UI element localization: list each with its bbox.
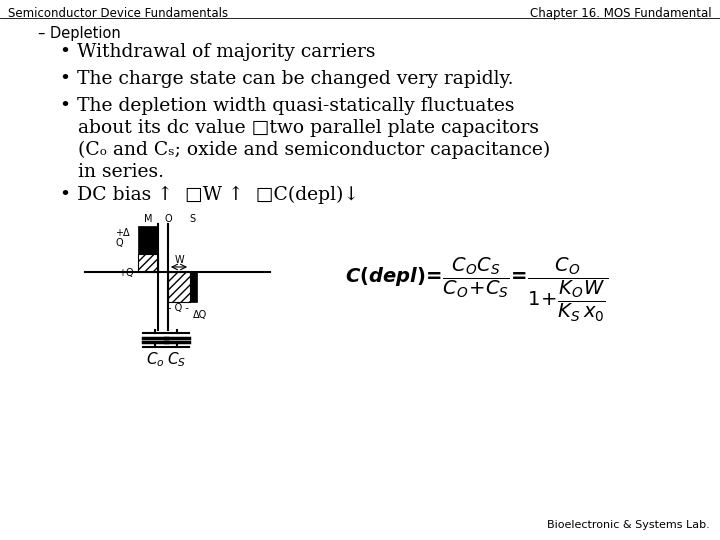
Text: ΔQ: ΔQ [193,310,207,320]
Text: $C_o$: $C_o$ [145,350,164,369]
Text: M: M [144,214,152,224]
Text: Chapter 16. MOS Fundamental: Chapter 16. MOS Fundamental [531,7,712,20]
Text: +Q: +Q [118,268,134,278]
Text: in series.: in series. [78,163,164,181]
Text: • The charge state can be changed very rapidly.: • The charge state can be changed very r… [60,70,513,88]
Text: $C_S$: $C_S$ [168,350,186,369]
Text: O: O [164,214,172,224]
Text: S: S [189,214,195,224]
Text: - Q -: - Q - [168,303,189,313]
Text: • The depletion width quasi-statically fluctuates: • The depletion width quasi-statically f… [60,97,515,115]
Bar [190,272,197,302]
Bar [138,226,158,254]
Bar [138,254,158,272]
Text: W: W [174,255,184,265]
Text: about its dc value □two parallel plate capacitors: about its dc value □two parallel plate c… [78,119,539,137]
Text: • DC bias ↑  □W ↑  □C(depl)↓: • DC bias ↑ □W ↑ □C(depl)↓ [60,186,359,204]
Bar [168,272,190,302]
Text: Bioelectronic & Systems Lab.: Bioelectronic & Systems Lab. [547,520,710,530]
Text: (Cₒ and Cₛ; oxide and semiconductor capacitance): (Cₒ and Cₛ; oxide and semiconductor capa… [78,141,550,159]
Text: Q: Q [115,238,122,248]
Text: – Depletion: – Depletion [38,26,121,41]
Text: Semiconductor Device Fundamentals: Semiconductor Device Fundamentals [8,7,228,20]
Text: $\boldsymbol{C(depl)\!=\!\dfrac{C_O C_S}{C_O\!+\!C_S}\!=\!\dfrac{C_O}{1\!+\!\dfr: $\boldsymbol{C(depl)\!=\!\dfrac{C_O C_S}… [345,256,608,324]
Text: • Withdrawal of majority carriers: • Withdrawal of majority carriers [60,43,376,61]
Text: +Δ: +Δ [115,228,130,238]
